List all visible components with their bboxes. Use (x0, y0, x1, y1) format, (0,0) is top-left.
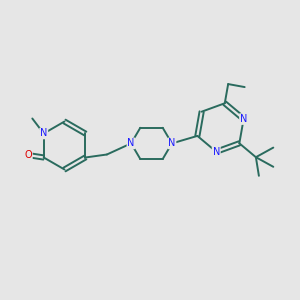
Text: N: N (168, 138, 175, 148)
Text: O: O (24, 150, 32, 160)
Text: N: N (128, 138, 135, 148)
Text: N: N (212, 147, 220, 157)
Text: N: N (40, 128, 47, 139)
Text: N: N (240, 114, 247, 124)
